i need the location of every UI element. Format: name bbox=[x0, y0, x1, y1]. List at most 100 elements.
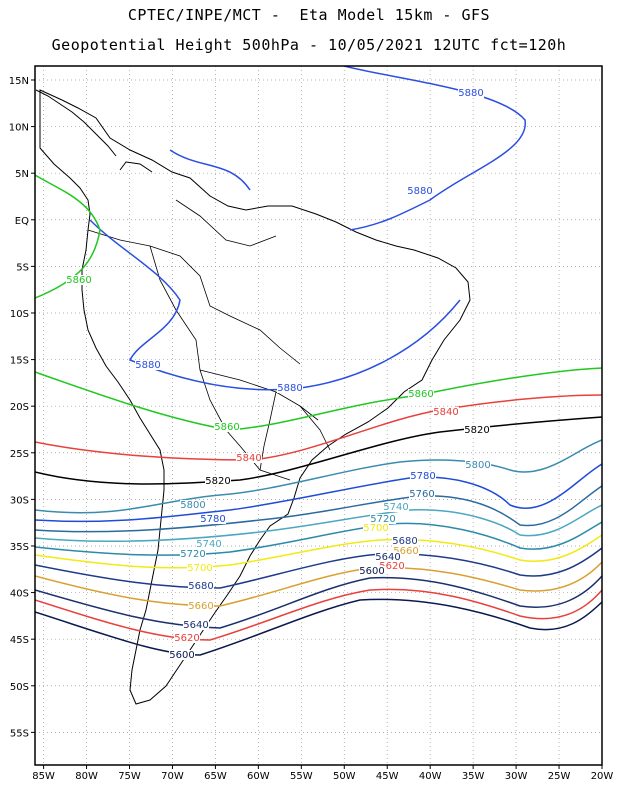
lat-tick-label: 30S bbox=[10, 495, 29, 506]
contour-labels: 5880588058805880586058605860584058405820… bbox=[66, 88, 491, 661]
contour-label-5840: 5840 bbox=[433, 407, 458, 418]
contour-label-bg bbox=[465, 460, 491, 470]
contour-label-bg bbox=[135, 360, 161, 370]
contour-label-bg bbox=[66, 275, 92, 285]
lat-tick-label: 10S bbox=[10, 309, 29, 320]
lat-tick-label: 5S bbox=[16, 262, 29, 273]
contour-label-5720: 5720 bbox=[180, 549, 205, 560]
contour-label-5800: 5800 bbox=[465, 460, 490, 471]
map-frame bbox=[34, 65, 603, 766]
contour-label-5860: 5860 bbox=[214, 422, 239, 433]
contour-label-5760: 5760 bbox=[409, 489, 434, 500]
contour-label-5800: 5800 bbox=[180, 500, 205, 511]
contour-label-5700: 5700 bbox=[363, 523, 388, 534]
lat-tick-label: 20S bbox=[10, 402, 29, 413]
lat-tick-label: EQ bbox=[15, 216, 29, 227]
contour-lines bbox=[35, 66, 602, 656]
contour-label-5880: 5880 bbox=[407, 186, 432, 197]
lon-tick-label: 40W bbox=[419, 771, 442, 782]
contour-label-bg bbox=[407, 186, 433, 196]
contour-5800 bbox=[35, 439, 602, 514]
contour-label-5820: 5820 bbox=[464, 425, 489, 436]
contour-label-5820: 5820 bbox=[205, 476, 230, 487]
contour-label-bg bbox=[363, 523, 389, 533]
lat-tick-label: 10N bbox=[9, 123, 29, 134]
contour-label-5880: 5880 bbox=[135, 360, 160, 371]
contour-5620 bbox=[35, 588, 602, 641]
lat-tick-label: 15S bbox=[10, 356, 29, 367]
contour-5880 bbox=[89, 66, 526, 391]
lon-tick-label: 45W bbox=[376, 771, 399, 782]
lon-tick-label: 25W bbox=[548, 771, 571, 782]
contour-label-5660: 5660 bbox=[393, 546, 418, 557]
contour-label-bg bbox=[180, 549, 206, 559]
contour-label-bg bbox=[410, 471, 436, 481]
contour-5640 bbox=[35, 575, 602, 629]
contour-5660 bbox=[35, 561, 602, 607]
contour-label-5600: 5600 bbox=[359, 566, 384, 577]
contour-label-5620: 5620 bbox=[174, 633, 199, 644]
contour-label-bg bbox=[359, 566, 385, 576]
contour-label-bg bbox=[409, 489, 435, 499]
contour-label-bg bbox=[187, 563, 213, 573]
contour-label-5740: 5740 bbox=[383, 502, 408, 513]
lon-tick-label: 80W bbox=[75, 771, 98, 782]
lat-tick-label: 50S bbox=[10, 682, 29, 693]
lat-tick-label: 35S bbox=[10, 542, 29, 553]
contour-5820 bbox=[35, 416, 602, 485]
contour-5780 bbox=[35, 463, 602, 523]
lat-tick-label: 45S bbox=[10, 635, 29, 646]
lat-tick-label: 55S bbox=[10, 728, 29, 739]
contour-label-bg bbox=[379, 561, 405, 571]
axis-ticks: 15N 10N 5N EQ 5S 10S 15S 20S 25S 30S 35S 40S 45S 50S 5… bbox=[9, 76, 614, 782]
contour-label-bg bbox=[236, 453, 262, 463]
contour-label-bg bbox=[383, 502, 409, 512]
contour-label-5780: 5780 bbox=[200, 514, 225, 525]
contour-label-5720: 5720 bbox=[370, 514, 395, 525]
lat-tick-label: 40S bbox=[10, 589, 29, 600]
contour-label-bg bbox=[174, 633, 200, 643]
contour-5840 bbox=[35, 394, 602, 461]
contour-label-5600: 5600 bbox=[169, 650, 194, 661]
lat-tick-label: 15N bbox=[9, 76, 29, 87]
contour-5700 bbox=[35, 534, 602, 569]
contour-label-bg bbox=[392, 536, 418, 546]
contour-label-5840: 5840 bbox=[236, 453, 261, 464]
lon-tick-label: 85W bbox=[32, 771, 55, 782]
contour-label-bg bbox=[464, 425, 490, 435]
chart-title-line1: CPTEC/INPE/MCT - Eta Model 15km - GFS bbox=[127, 6, 491, 24]
contour-label-bg bbox=[458, 88, 484, 98]
lon-tick-label: 50W bbox=[333, 771, 356, 782]
contour-label-bg bbox=[196, 539, 222, 549]
contour-5760 bbox=[35, 485, 602, 533]
contour-label-5680: 5680 bbox=[188, 581, 213, 592]
contour-label-bg bbox=[188, 601, 214, 611]
contour-label-5860: 5860 bbox=[66, 275, 91, 286]
lon-tick-label: 30W bbox=[505, 771, 528, 782]
contour-label-5880: 5880 bbox=[277, 383, 302, 394]
contour-label-bg bbox=[375, 552, 401, 562]
contour-label-bg bbox=[214, 422, 240, 432]
chart-title-line2: Geopotential Height 500hPa - 10/05/2021 … bbox=[51, 36, 567, 54]
contour-label-bg bbox=[433, 407, 459, 417]
contour-label-5620: 5620 bbox=[379, 561, 404, 572]
contour-label-5680: 5680 bbox=[392, 536, 417, 547]
lon-tick-label: 75W bbox=[118, 771, 141, 782]
contour-label-5780: 5780 bbox=[410, 471, 435, 482]
grid-lines bbox=[35, 66, 603, 765]
contour-label-5640: 5640 bbox=[375, 552, 400, 563]
contour-label-bg bbox=[200, 514, 226, 524]
lat-tick-label: 5N bbox=[15, 169, 29, 180]
contour-5600 bbox=[35, 598, 602, 656]
contour-label-bg bbox=[370, 514, 396, 524]
contour-label-bg bbox=[205, 476, 231, 486]
contour-label-5660: 5660 bbox=[188, 601, 213, 612]
contour-label-bg bbox=[183, 620, 209, 630]
contour-label-5640: 5640 bbox=[183, 620, 208, 631]
contour-5860 bbox=[35, 174, 602, 431]
contour-label-bg bbox=[169, 650, 195, 660]
contour-label-5860: 5860 bbox=[408, 389, 433, 400]
contour-5740 bbox=[35, 504, 602, 543]
contour-label-bg bbox=[188, 581, 214, 591]
contour-label-5740: 5740 bbox=[196, 539, 221, 550]
